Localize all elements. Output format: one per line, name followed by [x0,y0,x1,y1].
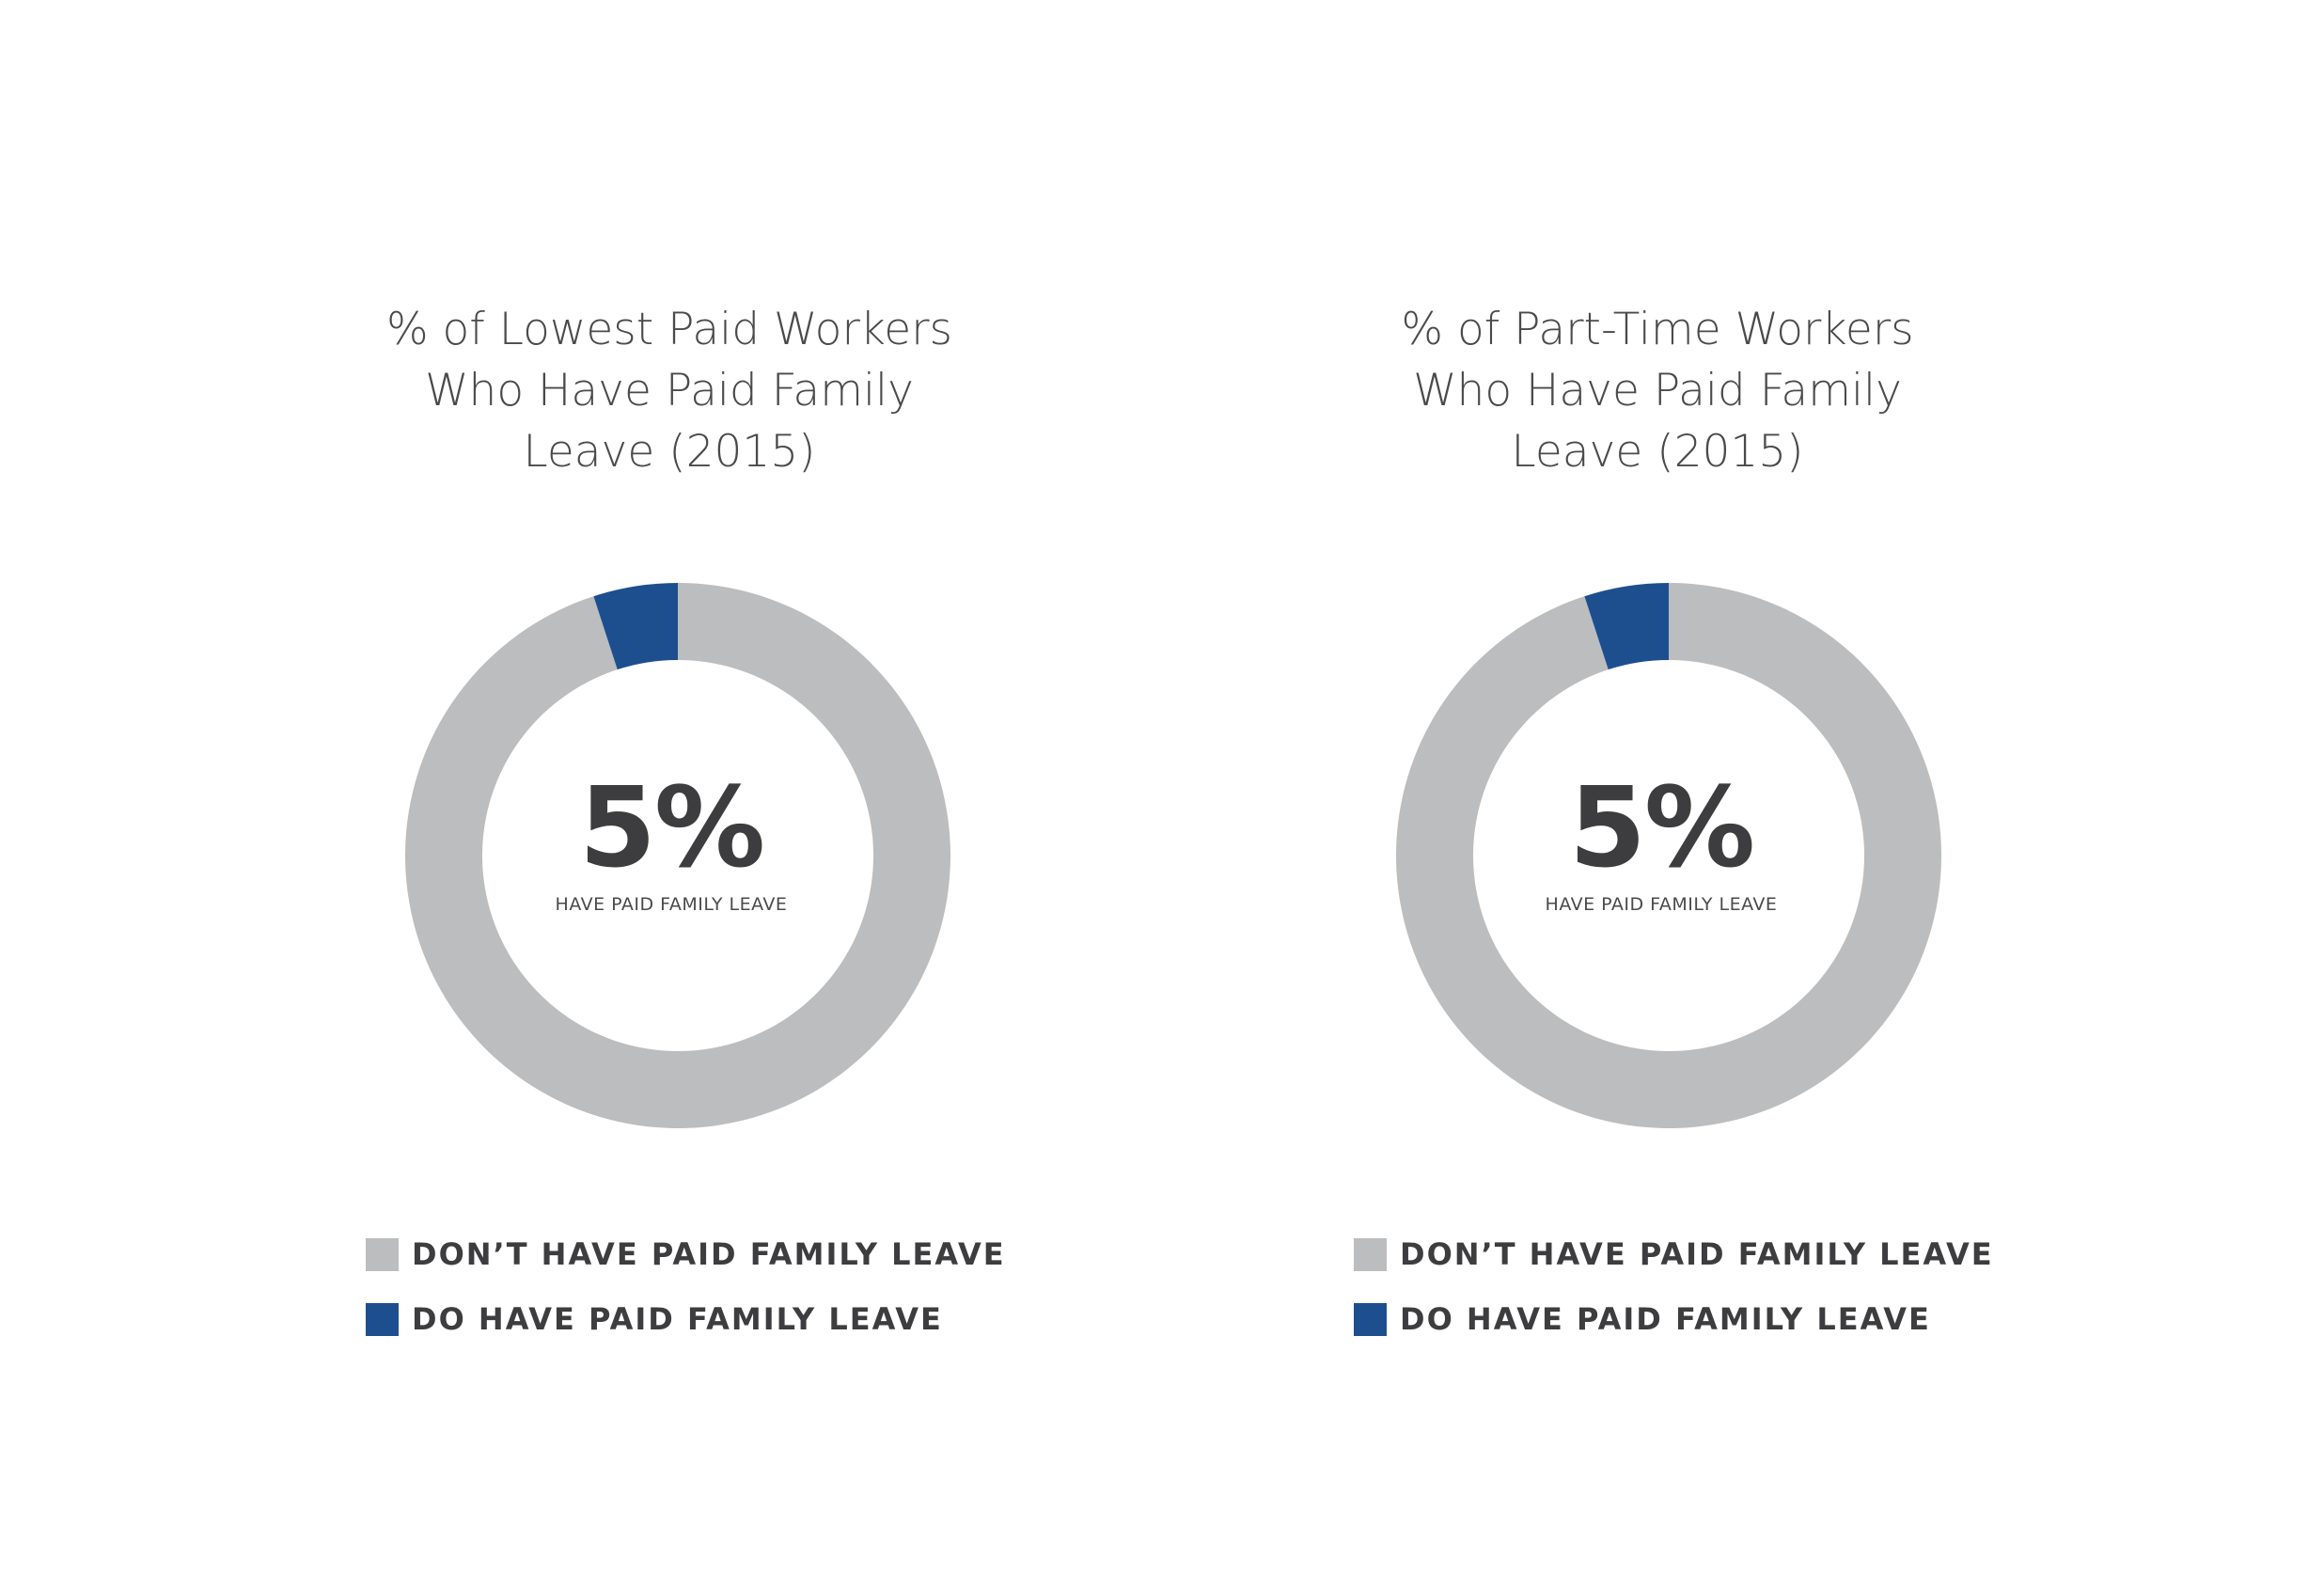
legend-item-do-have: DO HAVE PAID FAMILY LEAVE [366,1301,1006,1337]
center-caption: HAVE PAID FAMILY LEAVE [555,894,788,915]
chart-title-line: % of Lowest Paid Workers [385,304,953,355]
chart-title-line: Who Have Paid Family [425,365,914,417]
chart-title-line: % of Part-Time Workers [1401,304,1914,355]
center-percentage: 5% [578,762,765,892]
legend-swatch-blue [1354,1302,1387,1336]
legend-label: DO HAVE PAID FAMILY LEAVE [412,1301,943,1337]
center-percentage: 5% [1568,762,1755,892]
chart-title-line: Leave (2015) [1511,426,1804,478]
legend-label: DON’T HAVE PAID FAMILY LEAVE [412,1236,1006,1272]
chart-title: % of Part-Time Workers Who Have Paid Fam… [1300,299,2015,482]
legend: DON’T HAVE PAID FAMILY LEAVE DO HAVE PAI… [366,1236,1006,1367]
legend-label: DO HAVE PAID FAMILY LEAVE [1400,1301,1931,1337]
center-caption: HAVE PAID FAMILY LEAVE [1545,894,1778,915]
legend-label: DON’T HAVE PAID FAMILY LEAVE [1400,1236,1994,1272]
legend-item-dont-have: DON’T HAVE PAID FAMILY LEAVE [366,1236,1006,1272]
donut-chart [1396,583,1941,1128]
legend-swatch-gray [1354,1237,1387,1271]
donut-chart [405,583,951,1128]
legend: DON’T HAVE PAID FAMILY LEAVE DO HAVE PAI… [1354,1236,1994,1367]
chart-title-line: Who Have Paid Family [1413,365,1902,417]
chart-title: % of Lowest Paid Workers Who Have Paid F… [312,299,1027,482]
chart-title-line: Leave (2015) [523,426,816,478]
legend-item-dont-have: DON’T HAVE PAID FAMILY LEAVE [1354,1236,1994,1272]
legend-swatch-blue [366,1302,399,1336]
legend-item-do-have: DO HAVE PAID FAMILY LEAVE [1354,1301,1994,1337]
legend-swatch-gray [366,1237,399,1271]
donut-slice-do-have [1584,583,1669,670]
donut-slice-do-have [593,583,678,670]
chart-panel-lowest-paid: % of Lowest Paid Workers Who Have Paid F… [312,299,1027,1367]
chart-panel-part-time: % of Part-Time Workers Who Have Paid Fam… [1162,0,2324,1572]
